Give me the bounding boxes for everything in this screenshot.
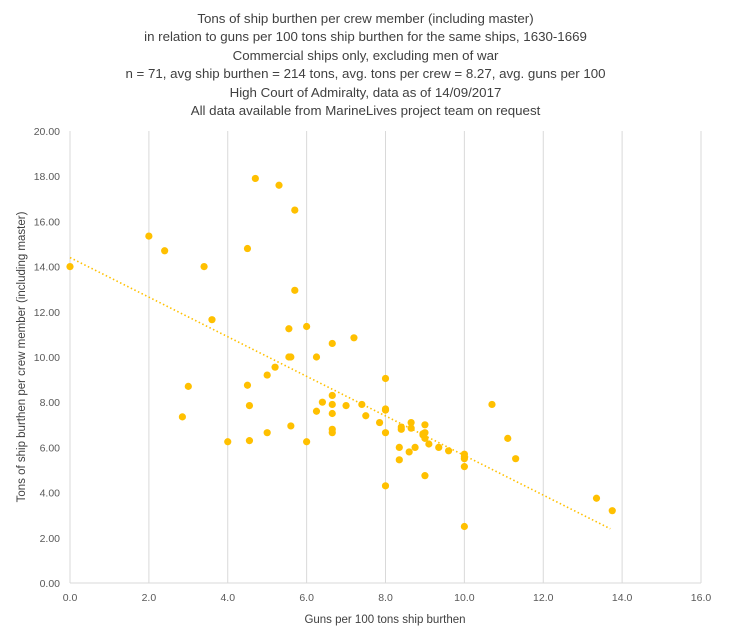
data-points bbox=[66, 174, 616, 531]
data-point bbox=[395, 443, 403, 451]
x-tick-label: 16.0 bbox=[691, 592, 712, 604]
data-point bbox=[208, 316, 216, 324]
y-tick-label: 20.00 bbox=[34, 126, 60, 138]
data-point bbox=[411, 443, 419, 451]
data-point bbox=[445, 447, 453, 455]
x-tick-label: 2.0 bbox=[142, 592, 157, 604]
data-point bbox=[287, 422, 295, 430]
data-point bbox=[512, 455, 520, 463]
x-axis-title: Guns per 100 tons ship burthen bbox=[304, 614, 465, 626]
data-point bbox=[460, 463, 468, 471]
data-point bbox=[381, 374, 390, 383]
data-point bbox=[421, 472, 429, 480]
grid-lines bbox=[69, 131, 702, 584]
data-point bbox=[145, 232, 153, 240]
data-point bbox=[312, 407, 321, 415]
data-point bbox=[275, 181, 283, 189]
trendline bbox=[69, 256, 611, 530]
title-line-5: High Court of Admiralty, data as of 14/0… bbox=[229, 84, 502, 100]
title-line-6: All data available from MarineLives proj… bbox=[190, 103, 541, 119]
y-tick-label: 16.00 bbox=[34, 216, 60, 228]
y-tick-label: 4.00 bbox=[40, 488, 61, 500]
data-point bbox=[397, 425, 405, 433]
data-point bbox=[161, 247, 169, 255]
data-point bbox=[350, 334, 358, 342]
data-point bbox=[328, 400, 336, 409]
title-line-1: Tons of ship burthen per crew member (in… bbox=[197, 11, 534, 26]
data-point bbox=[200, 263, 208, 271]
data-point bbox=[405, 448, 413, 456]
data-point bbox=[435, 443, 443, 451]
data-point bbox=[358, 400, 366, 409]
data-point bbox=[381, 482, 390, 490]
trendline-group bbox=[69, 256, 611, 530]
x-tick-label: 14.0 bbox=[612, 592, 633, 604]
x-tick-label: 8.0 bbox=[378, 592, 393, 604]
data-point bbox=[328, 391, 336, 400]
data-point bbox=[375, 418, 384, 427]
x-tick-label: 12.0 bbox=[533, 592, 554, 604]
data-point bbox=[243, 381, 252, 389]
data-point bbox=[328, 339, 336, 348]
data-point bbox=[425, 440, 433, 448]
data-point bbox=[328, 409, 336, 418]
data-point bbox=[342, 401, 350, 410]
data-point bbox=[381, 429, 390, 437]
data-point bbox=[407, 424, 415, 432]
data-point bbox=[285, 325, 293, 333]
data-point bbox=[328, 429, 336, 437]
y-axis-ticks: 0.00 2.00 4.00 6.00 8.00 10.00 12.00 14.00 16.00… bbox=[34, 126, 60, 590]
y-axis-title: Tons of ship burthen per crew member (in… bbox=[16, 211, 28, 502]
data-point bbox=[303, 322, 311, 331]
data-point bbox=[184, 382, 192, 390]
title-line-2: in relation to guns per 100 tons ship bu… bbox=[144, 29, 587, 45]
data-point bbox=[245, 401, 254, 410]
data-point bbox=[488, 400, 496, 409]
y-tick-label: 2.00 bbox=[40, 533, 61, 545]
data-point bbox=[504, 434, 512, 442]
x-tick-label: 0.0 bbox=[63, 592, 78, 604]
y-tick-label: 14.00 bbox=[34, 262, 60, 274]
data-point bbox=[318, 398, 326, 406]
y-tick-label: 18.00 bbox=[34, 171, 60, 183]
y-tick-label: 10.00 bbox=[34, 352, 60, 364]
x-axis-ticks: 0.0 2.0 4.0 6.0 8.0 10.0 12.0 14.0 16.0 bbox=[63, 592, 712, 604]
data-point bbox=[608, 507, 616, 515]
data-point bbox=[460, 452, 468, 461]
data-point bbox=[395, 456, 403, 464]
data-point bbox=[271, 363, 279, 371]
data-point bbox=[224, 438, 232, 446]
y-tick-label: 8.00 bbox=[40, 397, 61, 409]
data-point bbox=[263, 371, 271, 379]
data-point bbox=[421, 421, 429, 429]
x-tick-label: 4.0 bbox=[220, 592, 235, 604]
data-point bbox=[303, 438, 311, 446]
data-point bbox=[66, 263, 74, 271]
data-point bbox=[178, 413, 186, 421]
data-point bbox=[251, 174, 259, 183]
data-point bbox=[312, 353, 321, 361]
x-tick-label: 6.0 bbox=[299, 592, 314, 604]
y-tick-label: 6.00 bbox=[40, 442, 61, 454]
x-tick-label: 10.0 bbox=[454, 592, 475, 604]
chart-title: Tons of ship burthen per crew member (in… bbox=[0, 10, 731, 120]
data-point bbox=[419, 430, 427, 438]
y-tick-label: 12.00 bbox=[34, 307, 60, 319]
y-tick-label: 0.00 bbox=[40, 578, 61, 590]
data-point bbox=[592, 494, 601, 502]
data-point bbox=[245, 437, 254, 445]
data-point bbox=[381, 405, 390, 413]
data-point bbox=[407, 418, 415, 427]
title-line-3: Commercial ships only, excluding men of … bbox=[232, 47, 499, 63]
data-point bbox=[291, 206, 299, 214]
data-point bbox=[362, 412, 370, 420]
data-point bbox=[291, 286, 299, 294]
data-point bbox=[263, 429, 271, 437]
title-line-4: n = 71, avg ship burthen = 214 tons, avg… bbox=[125, 66, 606, 82]
data-point bbox=[287, 353, 295, 361]
data-point bbox=[243, 244, 252, 253]
data-point bbox=[460, 522, 468, 531]
